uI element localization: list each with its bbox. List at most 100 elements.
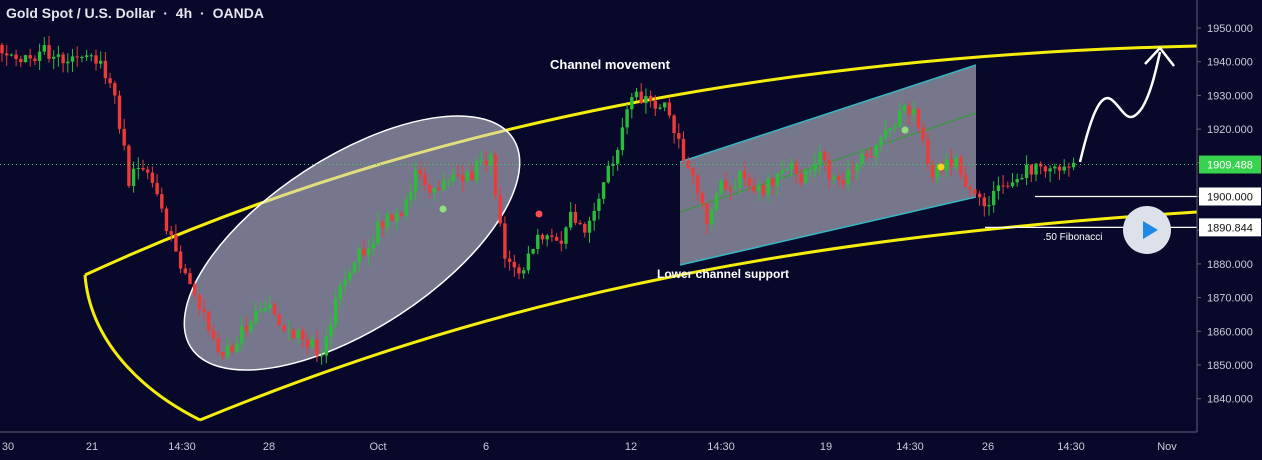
candle-body: [484, 160, 488, 166]
channel-end-cap: [83, 274, 201, 422]
candle-body: [522, 270, 526, 274]
candle-body: [136, 167, 140, 169]
candle-body: [395, 213, 399, 221]
candle-body: [169, 231, 173, 236]
candle-body: [959, 157, 963, 175]
candle-body: [902, 105, 907, 111]
candle-body: [117, 95, 122, 129]
candle-body: [1015, 179, 1019, 183]
candle-body: [616, 150, 620, 164]
y-tick-label: 1920.000: [1207, 124, 1253, 136]
marker-dot: [937, 163, 945, 171]
x-tick-label: Nov: [1157, 441, 1177, 453]
candle-body: [80, 56, 84, 58]
candle-body: [498, 194, 502, 224]
y-tick-label: 1840.000: [1207, 394, 1253, 406]
candle-body: [381, 222, 385, 228]
candle-body: [945, 159, 949, 172]
candle-body: [221, 351, 225, 357]
interval-label[interactable]: 4h: [175, 5, 193, 21]
candle-body: [1053, 166, 1057, 169]
candle-body: [644, 95, 648, 104]
marker-dot: [901, 126, 909, 134]
candle-body: [836, 176, 841, 180]
candle-body: [202, 309, 206, 312]
candle-body: [733, 187, 737, 190]
candle-body: [780, 170, 784, 174]
candle-body: [249, 322, 253, 331]
candle-body: [89, 55, 93, 57]
x-tick-label: 28: [263, 441, 275, 453]
x-tick-label: 26: [982, 441, 994, 453]
candle-body: [103, 60, 108, 79]
candle-body: [799, 173, 803, 183]
candle-body: [879, 137, 883, 146]
candle-body: [343, 279, 347, 286]
candle-body: [846, 170, 850, 185]
candle-body: [710, 209, 714, 224]
candle-body: [1010, 182, 1015, 187]
candle-body: [648, 95, 653, 101]
candle-body: [912, 108, 916, 115]
overlay-layer: Channel movement Lower channel support .50…: [0, 46, 1197, 281]
candle-body: [258, 310, 263, 312]
play-button[interactable]: [1123, 206, 1171, 254]
y-tick-label: 1860.000: [1207, 326, 1253, 338]
candle-body: [442, 180, 446, 190]
candle-body: [84, 55, 89, 57]
candle-body: [155, 182, 159, 195]
candle-body: [855, 164, 860, 171]
candle-body: [921, 127, 925, 140]
candle-body: [681, 138, 686, 161]
candle-body: [19, 58, 23, 63]
candle-body: [362, 248, 366, 256]
candle-body: [851, 170, 855, 172]
candle-body: [1034, 163, 1038, 175]
candle-body: [536, 234, 540, 249]
candle-body: [752, 185, 756, 192]
candle-body: [1024, 164, 1029, 178]
candle-body: [99, 60, 103, 64]
candle-body: [409, 191, 413, 200]
candle-body: [456, 174, 460, 176]
candle-body: [423, 174, 427, 186]
candle-body: [418, 169, 422, 175]
candle-body: [672, 115, 676, 134]
candle-body: [338, 285, 343, 299]
candle-body: [592, 210, 596, 221]
candle-body: [695, 175, 700, 193]
candle-body: [211, 330, 216, 339]
current-price-tag: [1199, 155, 1261, 174]
candle-body: [747, 178, 751, 186]
candle-body: [663, 102, 667, 108]
candle-body: [127, 145, 131, 186]
source-label: OANDA: [212, 5, 264, 21]
candle-body: [108, 78, 112, 84]
candle-body: [66, 61, 70, 64]
projection-arrow-head: [1144, 46, 1175, 67]
candle-body: [37, 51, 42, 62]
marker-dot: [439, 205, 447, 213]
level-price-tag: [1199, 187, 1261, 206]
candle-body: [1067, 166, 1071, 168]
candle-body: [305, 339, 310, 348]
chart-title: Gold Spot / U.S. Dollar · 4h · OANDA: [6, 5, 268, 21]
candle-body: [982, 197, 986, 207]
candle-body: [23, 55, 28, 63]
candle-body: [705, 203, 709, 224]
candle-body: [52, 56, 56, 59]
candle-body: [1020, 177, 1024, 180]
candle-body: [263, 307, 267, 311]
candle-body: [808, 170, 813, 172]
candle-body: [578, 222, 582, 225]
candle-body: [531, 248, 535, 254]
x-tick-label: 14:30: [168, 441, 196, 453]
candle-body: [865, 153, 869, 157]
x-tick-label: 6: [483, 441, 489, 453]
candle-body: [503, 223, 507, 259]
candle-body: [9, 54, 14, 56]
candle-body: [230, 345, 234, 352]
candle-body: [954, 157, 958, 167]
y-tick-label: 1870.000: [1207, 293, 1253, 305]
